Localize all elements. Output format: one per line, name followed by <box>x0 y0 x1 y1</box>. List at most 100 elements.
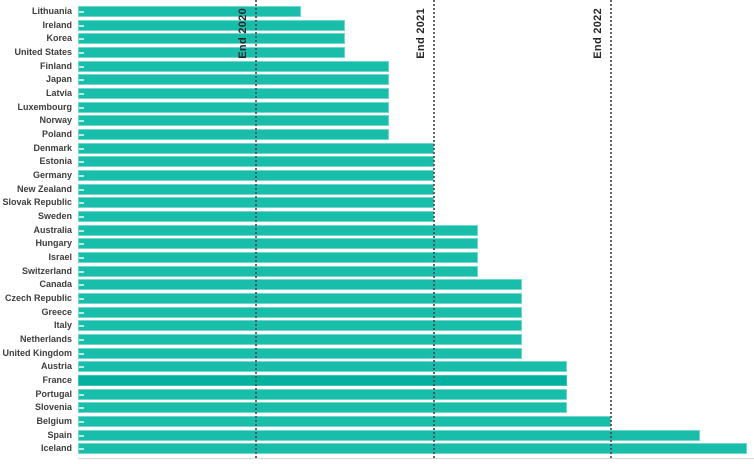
category-label: Canada <box>39 279 72 290</box>
category-label: Norway <box>39 115 72 126</box>
y-axis-tick <box>79 216 84 219</box>
bar <box>78 361 567 373</box>
bar <box>78 224 478 236</box>
y-axis-tick <box>79 407 84 410</box>
category-label: Poland <box>41 129 72 140</box>
bar <box>78 47 345 58</box>
bar <box>78 279 522 291</box>
x-axis-line <box>78 458 754 459</box>
y-axis-tick <box>79 434 84 437</box>
bar <box>78 115 389 127</box>
bar-highlighted <box>78 375 567 387</box>
category-label: Latvia <box>45 88 72 99</box>
category-label: Portugal <box>35 388 72 399</box>
y-axis-tick <box>79 11 84 13</box>
bar <box>78 60 389 72</box>
bar <box>78 429 700 441</box>
category-label: Belgium <box>36 416 72 427</box>
y-axis-tick <box>79 147 84 150</box>
category-label: Czech Republic <box>4 293 72 304</box>
bar <box>78 88 389 100</box>
category-label: Estonia <box>39 156 72 167</box>
y-axis-tick <box>79 366 84 369</box>
y-axis-tick <box>79 120 84 123</box>
reference-line-end-2020 <box>255 0 257 458</box>
category-label: Israel <box>48 252 72 263</box>
bar <box>78 19 345 31</box>
category-label: Germany <box>32 170 72 181</box>
category-label: United Kingdom <box>2 347 73 358</box>
y-axis-tick <box>79 175 84 178</box>
category-label: Netherlands <box>19 334 72 345</box>
y-axis-tick <box>79 24 84 27</box>
category-label: New Zealand <box>16 183 72 194</box>
bar <box>78 74 389 86</box>
category-label: Sweden <box>37 211 72 222</box>
reference-line-end-2022 <box>610 0 612 458</box>
category-label: Austria <box>40 361 72 372</box>
y-axis-tick <box>79 161 84 164</box>
y-axis-tick <box>79 65 84 68</box>
bar <box>78 416 611 428</box>
category-label: Australia <box>33 224 72 235</box>
category-label: Korea <box>46 33 72 44</box>
category-label: Hungary <box>35 238 72 249</box>
category-label: Denmark <box>33 142 72 153</box>
y-axis-tick <box>79 393 84 396</box>
bar <box>78 101 389 113</box>
bar <box>78 347 522 359</box>
y-axis-tick <box>79 284 84 287</box>
bar <box>78 6 301 17</box>
y-axis-tick <box>79 52 84 54</box>
category-label: Japan <box>45 74 72 85</box>
bar <box>78 388 567 400</box>
bar <box>78 238 478 250</box>
bar <box>78 33 345 45</box>
y-axis-tick <box>79 352 84 355</box>
y-axis-tick <box>79 448 84 451</box>
y-axis-tick <box>79 93 84 96</box>
category-label: Lithuania <box>32 6 72 16</box>
y-axis-tick <box>79 298 84 301</box>
category-label: Finland <box>40 60 72 71</box>
y-axis-tick <box>79 134 84 137</box>
category-label: Iceland <box>40 443 72 454</box>
y-axis-tick <box>79 421 84 424</box>
bar <box>78 129 389 141</box>
category-label: Spain <box>47 429 72 440</box>
category-label: United States <box>14 47 72 57</box>
category-label: Italy <box>53 320 72 331</box>
bar <box>78 252 478 264</box>
y-axis-tick <box>79 325 84 328</box>
y-axis-tick <box>79 229 84 232</box>
category-label: France <box>42 375 72 386</box>
reference-line-end-2021 <box>433 0 435 458</box>
bar <box>78 265 478 277</box>
y-axis-tick <box>79 38 84 41</box>
bar <box>78 402 567 414</box>
bar <box>78 320 522 332</box>
category-label: Slovak Republic <box>2 197 72 208</box>
reference-line-label: End 2020 <box>237 8 249 59</box>
y-axis-tick <box>79 257 84 260</box>
category-label: Luxembourg <box>17 101 72 112</box>
y-axis-tick <box>79 270 84 273</box>
y-axis-tick <box>79 339 84 342</box>
category-label: Slovenia <box>34 402 72 413</box>
category-label: Ireland <box>42 19 72 30</box>
y-axis-tick <box>79 202 84 205</box>
y-axis-tick <box>79 79 84 82</box>
category-label: Switzerland <box>21 265 72 276</box>
bar <box>78 306 522 318</box>
y-axis-tick <box>79 311 84 314</box>
y-axis-tick <box>79 106 84 109</box>
y-axis-tick <box>79 243 84 246</box>
bar <box>78 334 522 346</box>
reference-line-label: End 2021 <box>415 8 427 59</box>
bar <box>78 443 747 455</box>
category-label: Greece <box>41 306 72 317</box>
bar <box>78 293 522 305</box>
y-axis-tick <box>79 188 84 191</box>
reference-line-label: End 2022 <box>592 8 604 59</box>
